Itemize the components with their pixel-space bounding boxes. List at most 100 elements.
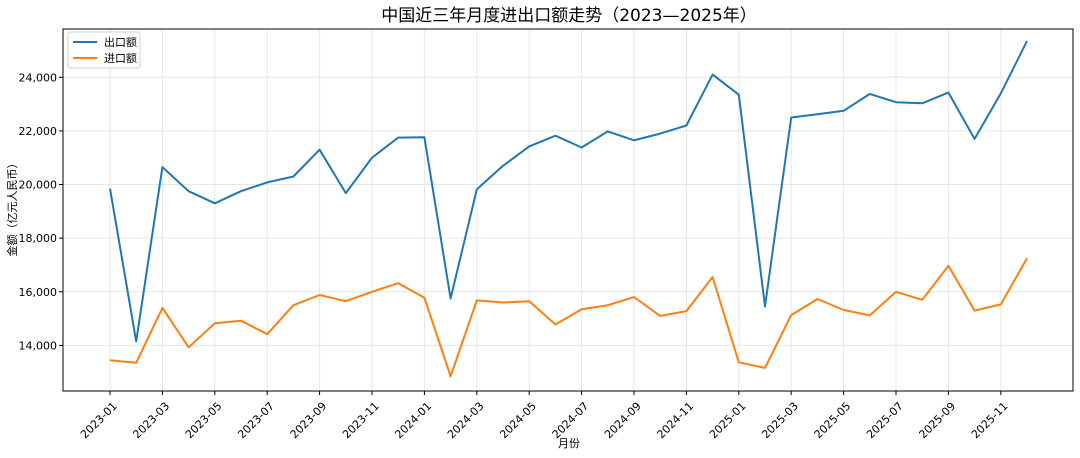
x-tick-label: 2025-09 <box>916 400 958 442</box>
x-axis-ticks: 2023-01 2023-03 2023-05 2023-07 2023-09 2023-… <box>78 391 1011 442</box>
x-tick-label: 2025-03 <box>759 400 801 442</box>
data-point <box>214 202 216 204</box>
data-point <box>974 310 976 312</box>
y-tick-label: 24,000 <box>19 71 58 84</box>
legend-label-export: 出口额 <box>104 35 137 49</box>
data-point <box>292 176 294 178</box>
import-series-line <box>109 257 1028 378</box>
data-point <box>397 137 399 139</box>
data-point <box>423 136 425 138</box>
data-point <box>581 308 583 310</box>
data-point <box>895 291 897 293</box>
y-tick-label: 22,000 <box>19 125 58 138</box>
data-point <box>292 304 294 306</box>
data-point <box>947 92 949 94</box>
data-point <box>319 294 321 296</box>
y-tick-label: 14,000 <box>19 339 58 352</box>
data-point <box>947 265 949 267</box>
x-axis-label: 月份 <box>558 437 580 450</box>
data-point <box>109 188 111 190</box>
data-point <box>659 315 661 317</box>
x-tick-label: 2024-09 <box>602 400 644 442</box>
data-point <box>1000 92 1002 94</box>
data-point <box>764 367 766 369</box>
data-point <box>135 340 137 342</box>
data-point <box>371 157 373 159</box>
data-point <box>319 149 321 151</box>
data-point <box>1026 40 1028 42</box>
data-point <box>161 307 163 309</box>
x-tick-label: 2025-07 <box>864 400 906 442</box>
x-tick-label: 2025-01 <box>707 400 749 442</box>
data-point <box>659 133 661 135</box>
x-tick-label: 2025-05 <box>812 400 854 442</box>
data-point <box>423 297 425 299</box>
data-point <box>607 130 609 132</box>
data-point <box>476 299 478 301</box>
data-point <box>135 362 137 364</box>
data-point <box>450 375 452 377</box>
x-tick-label: 2023-05 <box>183 400 225 442</box>
data-point <box>921 299 923 301</box>
x-tick-label: 2023-03 <box>130 400 172 442</box>
data-point <box>790 314 792 316</box>
data-point <box>188 346 190 348</box>
data-point <box>816 113 818 115</box>
data-point <box>790 117 792 119</box>
data-point <box>1000 303 1002 305</box>
x-tick-label: 2024-03 <box>445 400 487 442</box>
data-point <box>895 101 897 103</box>
data-point <box>397 282 399 284</box>
data-point <box>214 322 216 324</box>
data-point <box>869 93 871 95</box>
data-point <box>476 188 478 190</box>
data-point <box>1026 257 1028 259</box>
data-point <box>685 125 687 127</box>
y-tick-label: 18,000 <box>19 232 58 245</box>
data-point <box>188 190 190 192</box>
x-tick-label: 2024-07 <box>550 400 592 442</box>
chart-title: 中国近三年月度进出口额走势（2023—2025年） <box>381 6 757 26</box>
data-point <box>528 145 530 147</box>
data-point <box>581 147 583 149</box>
data-point <box>633 139 635 141</box>
legend: 出口额 进口额 <box>67 31 141 69</box>
y-axis-label: 金额（亿元人民币） <box>5 158 19 257</box>
data-point <box>816 298 818 300</box>
x-tick-label: 2023-09 <box>288 400 330 442</box>
data-point <box>974 138 976 140</box>
data-point <box>240 190 242 192</box>
data-point <box>345 300 347 302</box>
legend-label-import: 进口额 <box>104 52 137 65</box>
x-tick-label: 2023-07 <box>235 400 277 442</box>
export-series-line <box>109 40 1028 343</box>
data-point <box>450 298 452 300</box>
series-layer <box>109 40 1028 378</box>
x-tick-label: 2024-01 <box>392 400 434 442</box>
data-point <box>554 135 556 137</box>
data-point <box>685 310 687 312</box>
data-point <box>764 306 766 308</box>
data-point <box>712 276 714 278</box>
plot-frame <box>62 28 1074 392</box>
data-point <box>738 361 740 363</box>
data-point <box>266 181 268 183</box>
x-tick-label: 2024-05 <box>497 400 539 442</box>
x-tick-label: 2024-11 <box>654 400 696 442</box>
x-tick-label: 2025-11 <box>969 400 1011 442</box>
data-point <box>502 302 504 304</box>
x-tick-label: 2023-11 <box>340 400 382 442</box>
data-point <box>869 314 871 316</box>
data-point <box>345 192 347 194</box>
data-point <box>607 304 609 306</box>
data-point <box>554 324 556 326</box>
data-point <box>371 291 373 293</box>
y-tick-label: 20,000 <box>19 179 58 192</box>
data-point <box>502 165 504 167</box>
data-point <box>843 110 845 112</box>
data-point <box>109 359 111 361</box>
data-point <box>712 74 714 76</box>
grid-layer <box>63 29 1073 391</box>
data-point <box>738 94 740 96</box>
